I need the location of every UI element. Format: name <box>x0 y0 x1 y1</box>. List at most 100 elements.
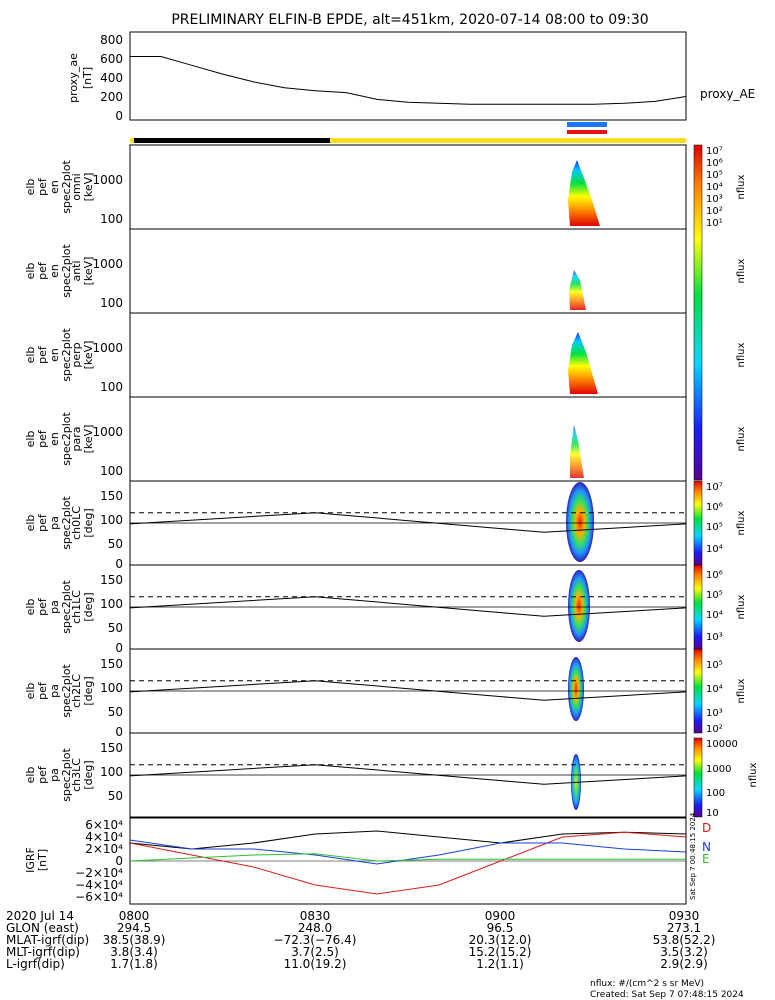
ch3lc-cb-label-0: 10000 <box>706 739 738 750</box>
ch0lc-flux-blob <box>566 482 594 562</box>
ch2lc-ytick-150: 150 <box>100 657 123 671</box>
para-ytick-1000: 1000 <box>92 425 123 439</box>
ch3lc-cb-label-1: 1000 <box>706 764 731 775</box>
ch2lc-cb-label-0: 10⁵ <box>706 660 723 671</box>
orbit-row-2-label: MLAT-igrf(dip) <box>6 933 89 947</box>
ch1lc-ytick-100: 100 <box>100 597 123 611</box>
orbit-row-0-v3: 0930 <box>669 909 700 923</box>
created-note: Created: Sat Sep 7 07:48:15 2024 <box>590 990 744 1000</box>
proxy-ae-ytick-800: 800 <box>100 33 123 47</box>
ch2lc-ylabel-5: ch2LC <box>70 674 83 708</box>
ch1lc-colorbar-title: nflux <box>736 594 747 619</box>
anti-ylabel-4: spec2plot <box>60 244 73 298</box>
perp-ytick-1000: 1000 <box>92 341 123 355</box>
ch3lc-ytick-150: 150 <box>100 741 123 755</box>
ch0lc-ytick-150: 150 <box>100 489 123 503</box>
energy-panel-omni: elb pef en spec2plot omni [keV] 1000 100 <box>24 144 687 230</box>
orbit-table: 2020 Jul 14 0800 0830 0900 0930 GLON (ea… <box>6 909 715 971</box>
orbit-row-2-v2: 20.3(12.0) <box>469 933 532 947</box>
ch2lc-ylabel-1: elb <box>24 683 37 700</box>
energy-colorbar: nflux nflux nflux nflux 10⁷ 10⁶ 10⁵ 10⁴ … <box>693 144 747 481</box>
orbit-row-3-v2: 15.2(15.2) <box>469 945 532 959</box>
igrf-green-line <box>129 853 686 862</box>
orbit-row-4-v0: 1.7(1.8) <box>110 957 158 971</box>
anti-ylabel-2: pef <box>36 261 49 280</box>
ch2lc-colorbar-strip <box>693 648 703 734</box>
omni-ylabel-3: en <box>48 180 61 194</box>
orbit-row-3-v0: 3.8(3.4) <box>110 945 158 959</box>
ch3lc-ylabel-5: ch3LC <box>70 758 83 792</box>
para-ylabel-3: en <box>48 432 61 446</box>
ch2lc-colorbar-title: nflux <box>736 678 747 703</box>
orbit-row-4-label: L-igrf(dip) <box>6 957 65 971</box>
proxy-ae-panel: proxy_ae [nT] 800 600 400 200 0 proxy_AE <box>67 31 755 123</box>
flux-units-note: nflux: #/(cm^2 s sr MeV) <box>590 979 704 989</box>
proxy-ae-ylabel-2: [nT] <box>81 67 94 89</box>
ch3lc-cb-label-2: 100 <box>706 788 725 799</box>
pa-loss-cone-line-3 <box>129 764 687 785</box>
ch1lc-cb-label-0: 10⁶ <box>706 570 723 581</box>
energy-panel-para: elb pef en spec2plot para [keV] 1000 100 <box>24 396 687 482</box>
igrf-legend-d: D <box>702 821 711 835</box>
perp-ylabel-5: perp <box>70 342 83 367</box>
sunlit-bar <box>130 138 686 143</box>
ch2lc-ylabel-2: pef <box>36 681 49 700</box>
anti-ylabel-3: en <box>48 264 61 278</box>
orbit-row-2-v3: 53.8(52.2) <box>653 933 716 947</box>
figure-title: PRELIMINARY ELFIN-B EPDE, alt=451km, 202… <box>171 12 648 28</box>
ch1lc-ylabel-4: spec2plot <box>60 580 73 634</box>
ch1lc-ylabel-2: pef <box>36 597 49 616</box>
ch1lc-cb-label-2: 10⁴ <box>706 610 723 621</box>
igrf-ytick-m2e4: −2×10⁴ <box>75 866 123 880</box>
orbit-row-3-label: MLT-igrf(dip) <box>6 945 80 959</box>
igrf-ylabel-2: [nT] <box>36 849 49 871</box>
proxy-ae-frame <box>129 31 687 121</box>
ch1lc-colorbar-strip <box>693 564 703 650</box>
ch0lc-ylabel-4: spec2plot <box>60 496 73 550</box>
ch3lc-colorbar-title: nflux <box>748 762 759 787</box>
epd-coverage-bar <box>567 130 607 134</box>
anti-frame <box>129 228 687 314</box>
energy-colorbar-strip <box>693 144 703 481</box>
orbit-row-1-v0: 294.5 <box>117 921 151 935</box>
ch1lc-cb-label-3: 10³ <box>706 632 723 643</box>
ch3lc-ylabel-1: elb <box>24 767 37 784</box>
omni-ylabel-4: spec2plot <box>60 160 73 214</box>
ch0lc-ylabel-3: pa <box>48 516 61 530</box>
ch0lc-ylabel-6: [deg] <box>82 508 95 537</box>
ch0lc-ytick-100: 100 <box>100 513 123 527</box>
energy-panel-anti: elb pef en spec2plot anti [keV] 1000 100 <box>24 228 687 314</box>
ch1lc-flux-blob <box>568 570 590 642</box>
igrf-ytick-2e4: 2×10⁴ <box>85 842 123 856</box>
ch1lc-ytick-50: 50 <box>108 621 123 635</box>
ch0lc-ylabel-2: pef <box>36 513 49 532</box>
energy-colorbar-title-1: nflux <box>736 174 747 199</box>
pa-panel-ch0lc: elb pef pa spec2plot ch0LC [deg] 150 100… <box>24 480 747 571</box>
ch2lc-cb-label-3: 10² <box>706 724 723 735</box>
perp-ylabel-4: spec2plot <box>60 328 73 382</box>
energy-colorbar-label-1e5: 10⁵ <box>706 170 723 181</box>
igrf-ytick-4e4: 4×10⁴ <box>85 830 123 844</box>
perp-ylabel-2: pef <box>36 345 49 364</box>
energy-colorbar-label-1e2: 10² <box>706 206 723 217</box>
orbit-row-4-v1: 11.0(19.2) <box>284 957 347 971</box>
ch2lc-flux-blob <box>568 657 584 721</box>
ch2lc-ytick-50: 50 <box>108 705 123 719</box>
proxy-ae-ytick-400: 400 <box>100 71 123 85</box>
perp-ytick-100: 100 <box>100 380 123 394</box>
ch3lc-ylabel-3: pa <box>48 768 61 782</box>
orbit-row-2-v1: −72.3(−76.4) <box>274 933 357 947</box>
ch2lc-ytick-0: 0 <box>115 725 123 739</box>
igrf-red-line <box>129 831 687 895</box>
orbit-row-1-v3: 273.1 <box>667 921 701 935</box>
pa-reference-lines <box>129 512 687 785</box>
pa-loss-cone-line-2 <box>129 680 687 701</box>
igrf-blue-line <box>129 839 687 865</box>
ch3lc-ylabel-6: [deg] <box>82 760 95 789</box>
igrf-legend-n: N <box>702 840 711 854</box>
ch2lc-ytick-100: 100 <box>100 681 123 695</box>
ch1lc-ylabel-5: ch1LC <box>70 590 83 624</box>
anti-ylabel-5: anti <box>70 260 83 281</box>
para-flux-blob <box>570 425 584 478</box>
